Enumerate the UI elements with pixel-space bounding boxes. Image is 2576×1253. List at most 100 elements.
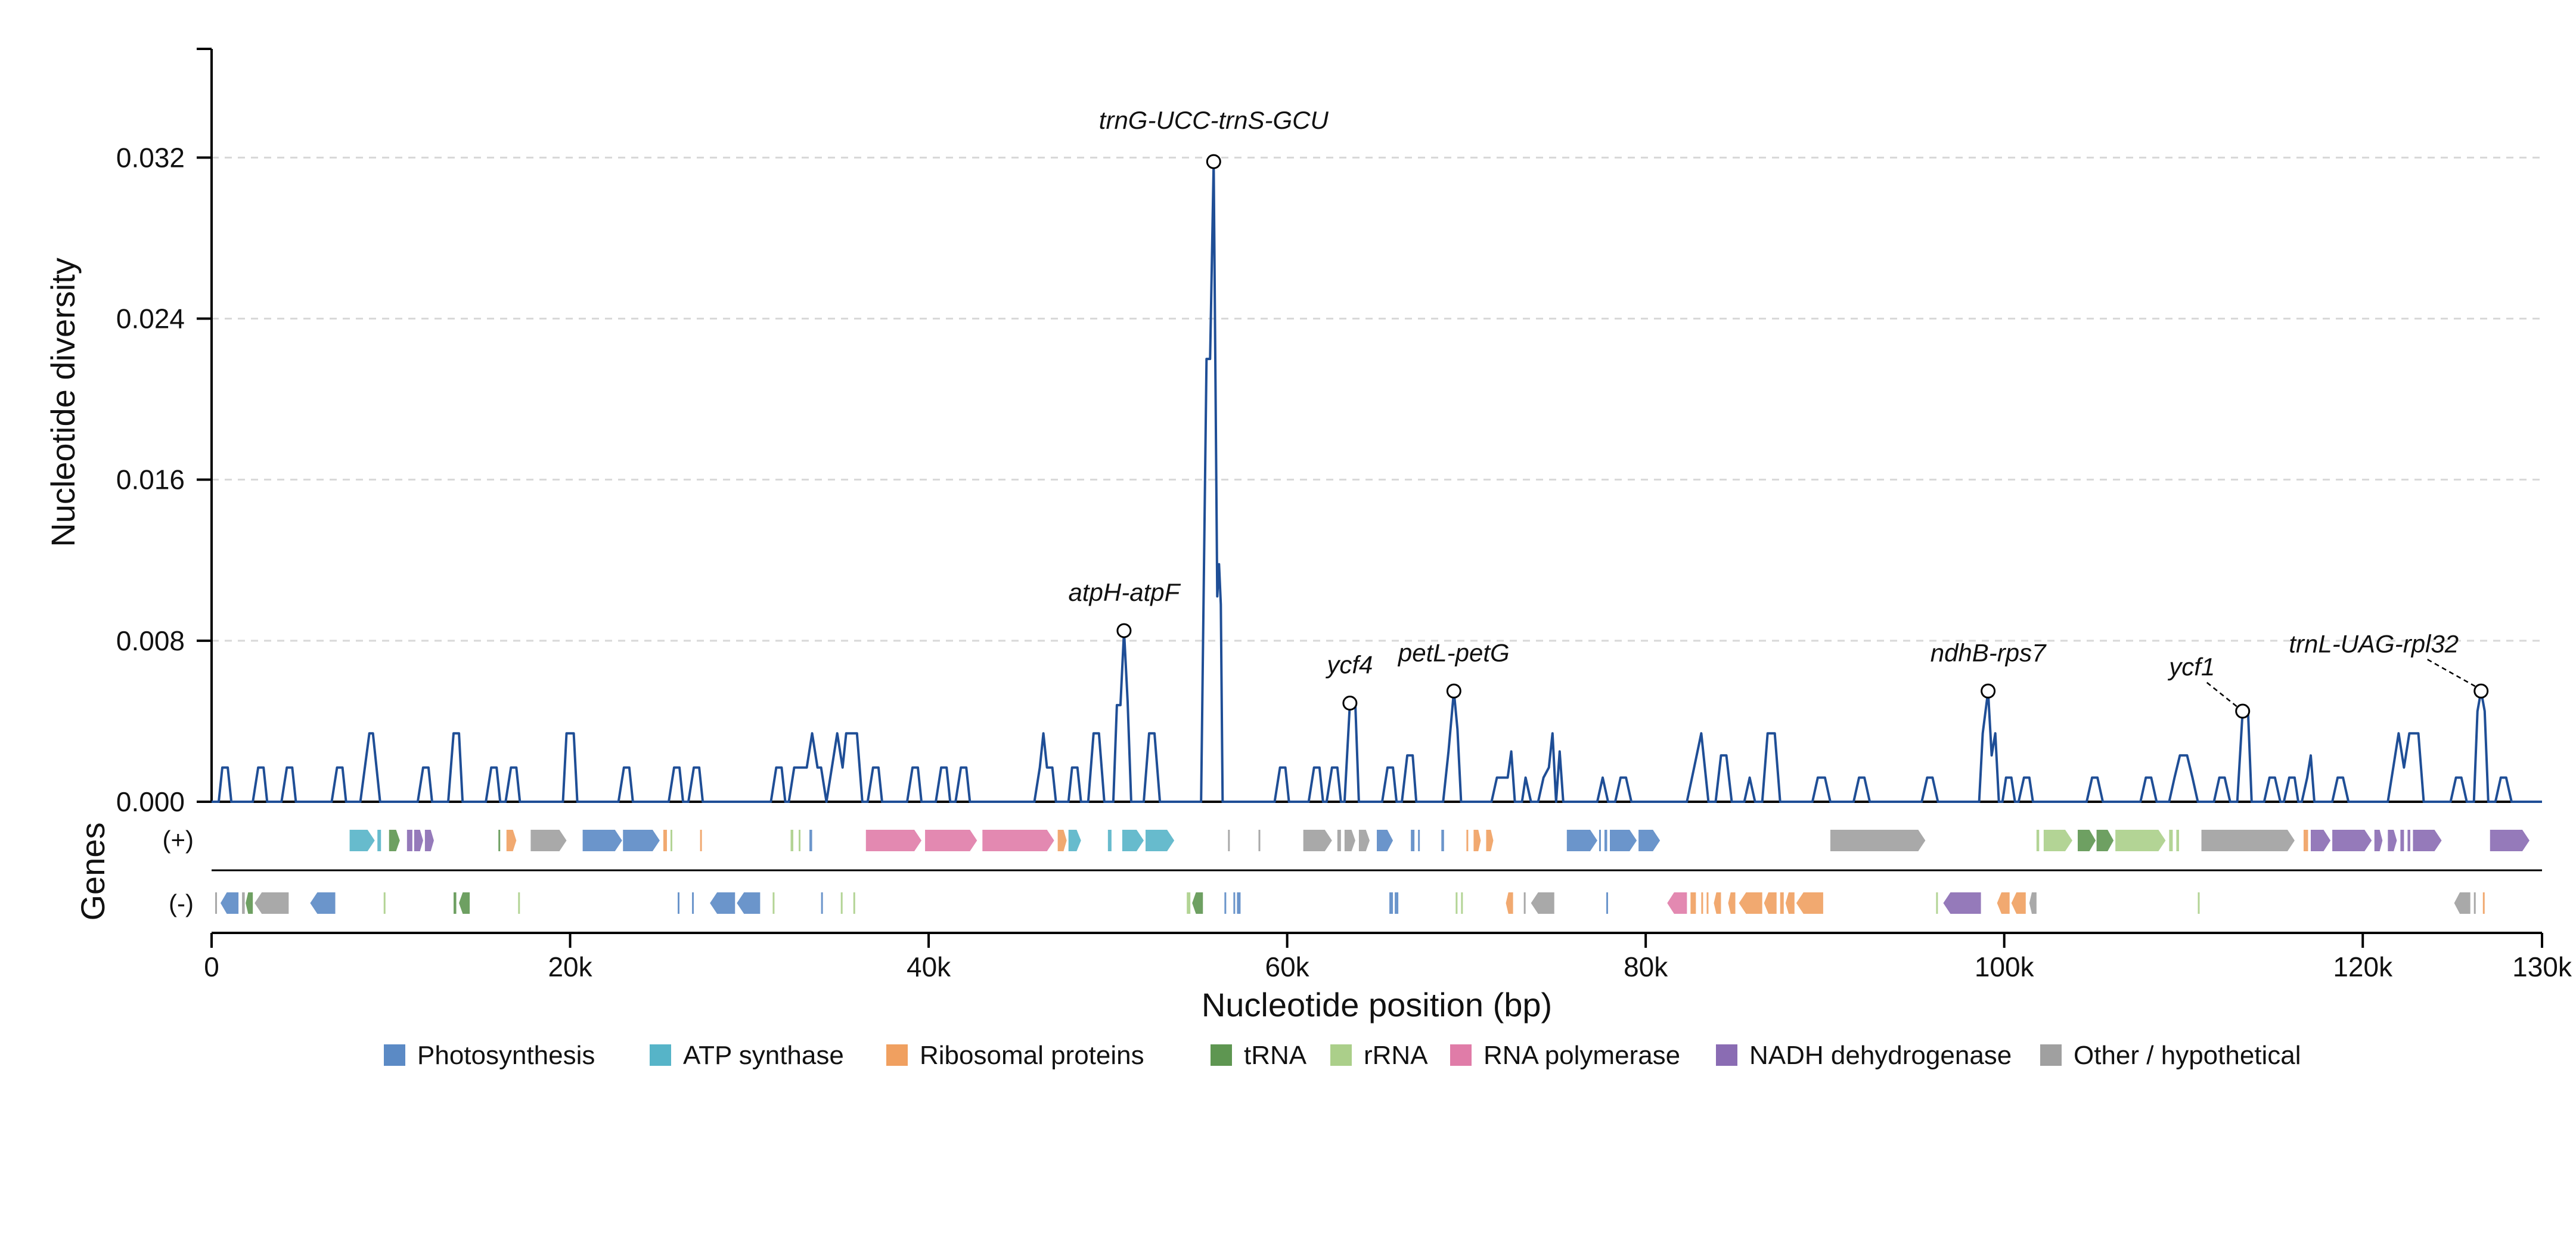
- gene-block: [1107, 830, 1112, 851]
- peak-annotations: trnG-UCC-trnS-GCU atpH-atpF ycf4 petL-petG n…: [1069, 106, 2489, 719]
- gene-block: [1523, 892, 1526, 914]
- gene-block: [1146, 830, 1175, 851]
- gene-block: [255, 892, 289, 914]
- gene-block: [2201, 830, 2295, 851]
- annotation-leader: [2206, 682, 2237, 708]
- legend-label: ATP synthase: [683, 1041, 844, 1070]
- gene-block: [2407, 830, 2410, 851]
- y-tick-label: 0.032: [116, 142, 185, 173]
- annotation-leader: [2427, 659, 2476, 687]
- legend-swatch: [1211, 1044, 1232, 1066]
- legend: Photosynthesis ATP synthase Ribosomal prot…: [384, 1041, 2301, 1070]
- gene-block: [2043, 830, 2072, 851]
- gene-block: [1638, 830, 1661, 851]
- gene-block: [790, 830, 793, 851]
- peak-marker: [1342, 696, 1358, 711]
- legend-swatch: [384, 1044, 405, 1066]
- plus-strand-label: (+): [163, 826, 194, 854]
- genes-axis-title: Genes: [74, 823, 111, 921]
- peak-label: trnG-UCC-trnS-GCU: [1099, 106, 1329, 134]
- x-tick-label: 0: [204, 951, 219, 982]
- peak-label: atpH-atpF: [1069, 578, 1181, 606]
- legend-label: RNA polymerase: [1483, 1041, 1680, 1070]
- gene-block: [670, 830, 672, 851]
- gene-block: [1455, 892, 1458, 914]
- gene-block: [1764, 892, 1777, 914]
- gene-block: [1057, 830, 1067, 851]
- gene-block: [2115, 830, 2166, 851]
- gene-block: [454, 892, 457, 914]
- gene-block: [865, 830, 922, 851]
- gene-block: [2169, 830, 2173, 851]
- gene-block: [1701, 892, 1703, 914]
- legend-label: Photosynthesis: [417, 1041, 595, 1070]
- gene-block: [1667, 892, 1687, 914]
- gene-block: [623, 830, 660, 851]
- gene-block: [1599, 830, 1601, 851]
- legend-label: Other / hypothetical: [2074, 1041, 2301, 1070]
- gene-block: [2198, 892, 2200, 914]
- gene-block: [1785, 892, 1795, 914]
- gene-block: [1258, 830, 1261, 851]
- gene-block: [1418, 830, 1420, 851]
- gene-block: [1936, 892, 1938, 914]
- legend-swatch: [1330, 1044, 1352, 1066]
- gene-block: [221, 892, 239, 914]
- legend-label: tRNA: [1244, 1041, 1307, 1070]
- gene-block: [1233, 892, 1236, 914]
- gene-block: [663, 830, 667, 851]
- gene-block: [1337, 830, 1341, 851]
- gene-block: [389, 830, 400, 851]
- x-tick-label: 40k: [907, 951, 951, 982]
- minus-strand-label: (-): [169, 889, 194, 917]
- peak-marker: [1206, 154, 1221, 169]
- gene-block: [1466, 830, 1469, 851]
- gene-block: [2473, 892, 2476, 914]
- gene-block: [1068, 830, 1081, 851]
- gene-block: [377, 830, 381, 851]
- gene-block: [1224, 892, 1227, 914]
- peak-label: ycf1: [2167, 653, 2215, 681]
- gene-block: [1997, 892, 2010, 914]
- gene-block: [1192, 892, 1203, 914]
- legend-swatch: [1450, 1044, 1472, 1066]
- gene-block: [2413, 830, 2442, 851]
- grid-layer: [212, 156, 2542, 642]
- gene-block: [1728, 892, 1736, 914]
- legend-label: rRNA: [1364, 1041, 1428, 1070]
- gene-block: [1377, 830, 1393, 851]
- gene-block: [1344, 830, 1355, 851]
- gene-block: [406, 830, 412, 851]
- gene-block: [1358, 830, 1370, 851]
- gene-block: [242, 892, 245, 914]
- gene-block: [1187, 892, 1191, 914]
- gene-block: [1395, 892, 1399, 914]
- genes-plus-strand: [349, 830, 2530, 851]
- gene-block: [383, 892, 386, 914]
- gene-block: [678, 892, 680, 914]
- gene-block: [459, 892, 470, 914]
- gene-block: [2303, 830, 2308, 851]
- x-tick-label: 20k: [548, 951, 592, 982]
- gene-block: [215, 892, 218, 914]
- gene-block: [2332, 830, 2372, 851]
- gene-block: [1796, 892, 1823, 914]
- gene-block: [506, 830, 517, 851]
- gene-block: [853, 892, 855, 914]
- gene-block: [349, 830, 375, 851]
- x-tick-label: 80k: [1624, 951, 1668, 982]
- diversity-line: [212, 160, 2542, 803]
- gene-block: [772, 892, 775, 914]
- x-tick-label: 100k: [1975, 951, 2035, 982]
- legend-swatch: [1716, 1044, 1737, 1066]
- gene-block: [2011, 892, 2026, 914]
- gene-block: [1228, 830, 1230, 851]
- gene-block: [1486, 830, 1494, 851]
- x-ticks: 0 20k 40k 60k 80k 100k 120k 130k: [204, 933, 2572, 982]
- gene-block: [1780, 892, 1784, 914]
- legend-label: NADH dehydrogenase: [1749, 1041, 2012, 1070]
- gene-block: [2311, 830, 2331, 851]
- gene-block: [1441, 830, 1444, 851]
- legend-swatch: [650, 1044, 671, 1066]
